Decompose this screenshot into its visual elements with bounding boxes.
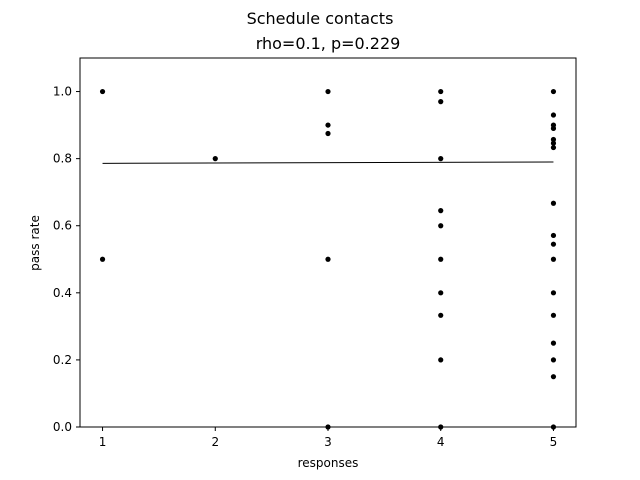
plot-marks (99, 88, 557, 430)
data-point (550, 290, 557, 296)
chart-title: Schedule contacts (247, 9, 394, 28)
data-point (325, 122, 331, 128)
x-tick-label: 5 (550, 435, 558, 449)
y-tick-label: 0.0 (53, 420, 72, 434)
data-point (438, 290, 444, 296)
data-point (550, 112, 557, 118)
y-tick-label: 0.2 (53, 353, 72, 367)
data-point (438, 256, 444, 262)
x-axis-title: responses (298, 456, 359, 470)
data-point (550, 140, 557, 146)
x-tick-label: 3 (324, 435, 332, 449)
x-tick-label: 1 (99, 435, 107, 449)
data-point (550, 232, 557, 239)
data-point (550, 312, 557, 318)
data-point (438, 223, 444, 229)
y-axis-title: pass rate (28, 215, 42, 271)
data-point (550, 136, 557, 143)
data-point (550, 374, 557, 380)
y-tick-label: 0.4 (53, 286, 72, 300)
chart-subtitle: rho=0.1, p=0.229 (256, 34, 401, 53)
data-point (99, 256, 106, 262)
data-point (212, 156, 218, 162)
y-tick-label: 0.6 (53, 219, 72, 233)
data-point (550, 357, 557, 363)
data-point (438, 156, 444, 162)
x-tick-label: 2 (211, 435, 219, 449)
trend-line (102, 161, 554, 164)
data-point (550, 340, 557, 346)
data-point (550, 144, 557, 151)
data-point (550, 125, 557, 132)
data-point (550, 256, 557, 262)
y-tick-label: 0.8 (53, 152, 72, 166)
data-point (550, 88, 557, 95)
axis-ticks: 1 2 3 4 5 0.0 0.2 0.4 0.6 0.8 1.0 (53, 85, 557, 449)
data-point (438, 99, 444, 105)
data-point (325, 256, 331, 262)
data-point (550, 241, 557, 247)
data-point (550, 200, 557, 206)
data-point (99, 88, 106, 95)
data-point (325, 88, 331, 95)
x-tick-label: 4 (437, 435, 445, 449)
data-point (438, 88, 444, 95)
plot-frame (79, 57, 577, 428)
y-tick-label: 1.0 (53, 85, 72, 99)
data-point (438, 312, 444, 318)
data-point (438, 357, 444, 363)
data-point (325, 130, 331, 137)
data-point (438, 208, 444, 214)
